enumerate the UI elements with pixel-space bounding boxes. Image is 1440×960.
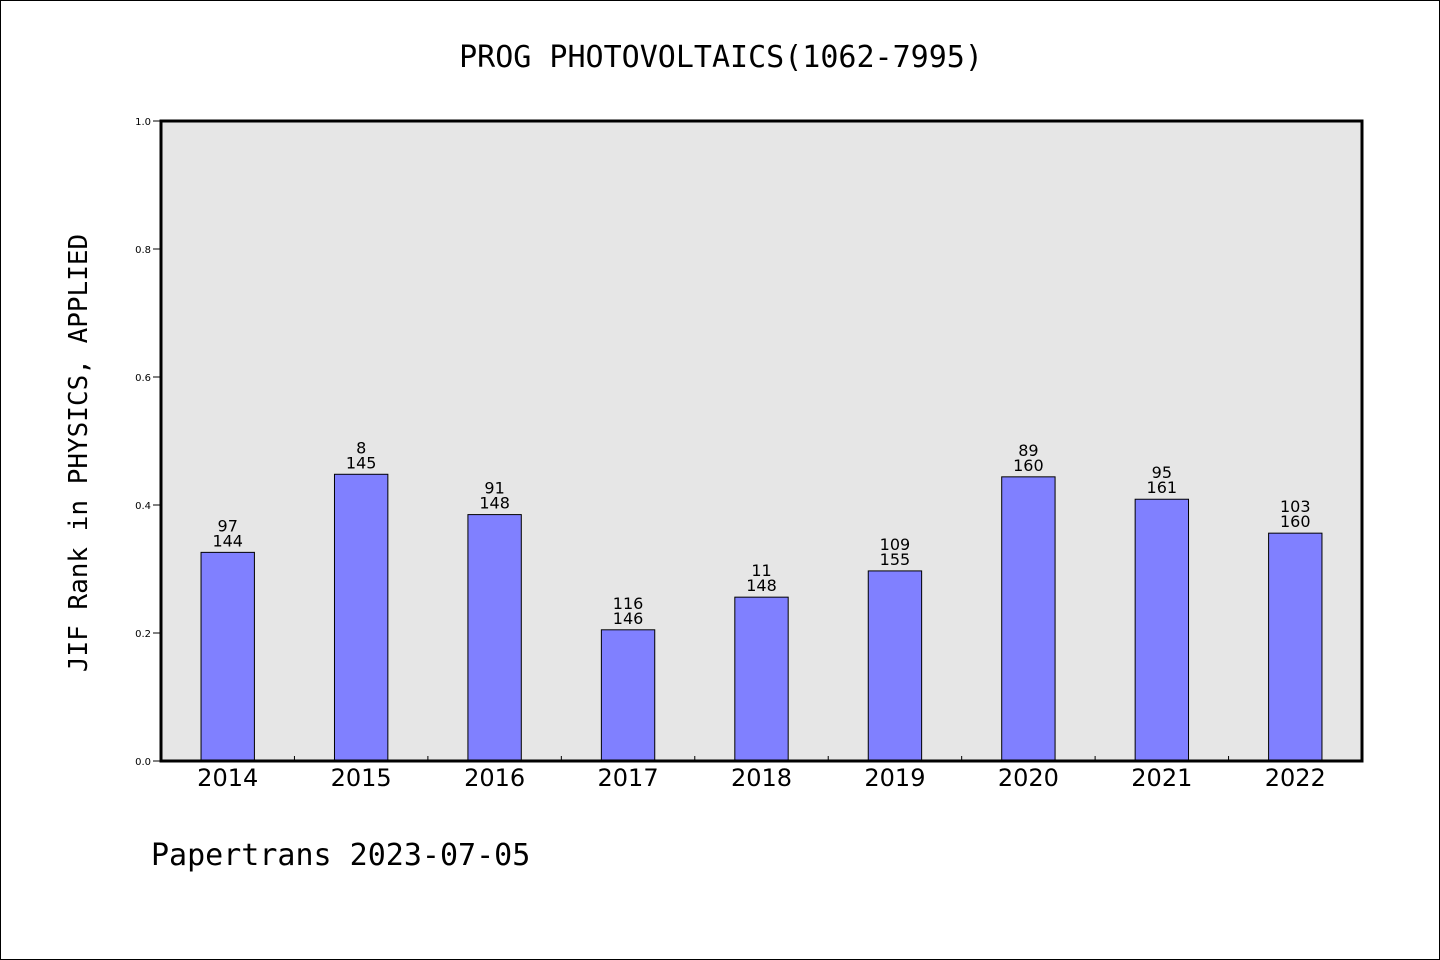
bar-total-label: 160 <box>1013 456 1044 475</box>
bar-2022 <box>1268 532 1323 762</box>
plot-border <box>159 119 1364 763</box>
x-tick-label: 2018 <box>731 764 792 792</box>
y-axis-label: JIF Rank in PHYSICS, APPLIED <box>64 234 94 672</box>
bar-total-label: 148 <box>479 494 510 513</box>
x-tick-label: 2017 <box>598 764 659 792</box>
bar-2016 <box>467 514 522 762</box>
bar-rank-label: 11 <box>751 561 771 580</box>
y-tick-label: 1.0 <box>135 117 151 128</box>
bar-rank-label: 97 <box>218 516 238 535</box>
bar-rank-label: 103 <box>1280 497 1311 516</box>
x-tick-label: 2020 <box>998 764 1059 792</box>
x-tick-label: 2021 <box>1131 764 1192 792</box>
bar-2015 <box>333 473 389 762</box>
bar-2019 <box>867 570 923 762</box>
y-tick-label: 0.6 <box>135 373 151 384</box>
bar-total-label: 160 <box>1280 512 1311 531</box>
bar-2021 <box>1134 498 1190 762</box>
bar-total-label: 155 <box>880 550 911 569</box>
y-tick-label: 0.2 <box>135 629 151 640</box>
y-tick-label: 0.0 <box>135 757 151 768</box>
bar-2020 <box>1001 476 1056 762</box>
bar-total-label: 148 <box>746 576 777 595</box>
footer-credit: Papertrans 2023-07-05 <box>151 838 530 873</box>
y-axis: 0.0 0.2 0.4 0.6 0.8 1.0 <box>135 117 161 768</box>
bar-total-label: 144 <box>212 531 243 550</box>
y-tick-label: 0.4 <box>135 501 151 512</box>
bar-total-label: 161 <box>1147 478 1178 497</box>
x-tick-label: 2014 <box>197 764 258 792</box>
bar-2017 <box>600 629 656 762</box>
bar-rank-label: 116 <box>613 594 644 613</box>
bar-rank-label: 91 <box>484 479 504 498</box>
bar-2014 <box>200 551 255 762</box>
x-tick-label: 2016 <box>464 764 525 792</box>
bar-rank-label: 109 <box>880 535 911 554</box>
bar-rank-label: 95 <box>1152 463 1172 482</box>
bar-total-label: 146 <box>613 609 644 628</box>
bar-rank-label: 89 <box>1018 441 1038 460</box>
y-tick-label: 0.8 <box>135 245 151 256</box>
x-tick-label: 2015 <box>331 764 392 792</box>
bar-rank-label: 8 <box>356 438 366 457</box>
x-tick-label: 2022 <box>1265 764 1326 792</box>
bar-2018 <box>734 596 789 762</box>
x-axis: 2014 2015 2016 2017 2018 2019 2020 2021 2022 <box>197 756 1326 792</box>
x-tick-label: 2019 <box>864 764 925 792</box>
chart-title: PROG PHOTOVOLTAICS(1062-7995) <box>459 40 983 75</box>
bar-total-label: 145 <box>346 453 377 472</box>
